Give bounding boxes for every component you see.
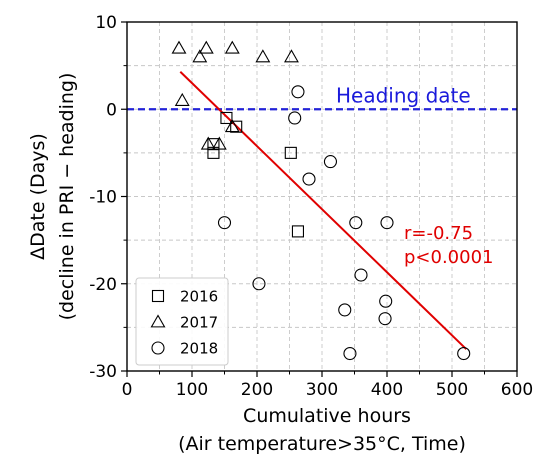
- point-2018: [288, 111, 302, 125]
- legend-marker-2017: [150, 314, 166, 328]
- y-axis-label: ΔDate (Days): [27, 133, 49, 260]
- y-tick-label: -20: [89, 275, 117, 295]
- point-2016: [220, 111, 233, 125]
- heading-date-label: Heading date: [336, 83, 471, 107]
- legend-box: [135, 277, 229, 366]
- point-2018: [323, 155, 338, 169]
- axis-ticks: 0 100 200 300 400 500 600 -30 -20 -10 0 10: [89, 13, 533, 400]
- legend-label-2017: 2017: [180, 314, 218, 332]
- point-2018: [291, 85, 305, 99]
- point-2018: [378, 312, 392, 326]
- x-tick-label: 0: [122, 380, 133, 400]
- x-tick-label: 100: [176, 380, 208, 400]
- point-2018: [380, 216, 394, 230]
- regression-line-segment: [179, 71, 467, 350]
- y-tick-label: 0: [106, 100, 117, 120]
- correlation-r-label: r=-0.75: [404, 223, 473, 244]
- x-axis-sublabel: (Air temperature>35°C, Time): [178, 433, 466, 455]
- regression-line: [179, 71, 467, 350]
- point-2017: [284, 49, 299, 63]
- point-2016: [207, 138, 220, 151]
- p-value-label: p<0.0001: [404, 247, 494, 268]
- x-tick-label: 200: [241, 380, 273, 400]
- point-2017: [255, 49, 271, 63]
- point-2017: [198, 40, 214, 54]
- point-2018: [338, 303, 352, 317]
- point-2017: [200, 136, 216, 150]
- point-2017: [211, 136, 227, 150]
- point-2016: [230, 120, 243, 133]
- point-2018: [379, 294, 393, 308]
- y-tick-label: 10: [95, 13, 117, 33]
- data-points: [171, 40, 471, 361]
- point-2018: [217, 216, 232, 230]
- legend-label-2016: 2016: [180, 288, 218, 306]
- point-2017: [171, 40, 187, 54]
- y-tick-label: -30: [89, 362, 117, 382]
- point-2016: [284, 146, 297, 159]
- legend-marker-2016: [151, 289, 165, 303]
- x-tick-label: 500: [436, 380, 468, 400]
- y-tick-label: -10: [89, 188, 117, 208]
- point-2017: [224, 119, 240, 133]
- point-2018: [457, 346, 471, 361]
- point-2018: [354, 268, 368, 282]
- x-tick-label: 400: [371, 380, 403, 400]
- point-2017: [192, 49, 208, 63]
- point-2016: [291, 225, 305, 238]
- legend-marker-2018: [151, 341, 165, 355]
- point-2018: [252, 277, 266, 291]
- point-2018: [302, 172, 316, 186]
- point-2017: [174, 92, 190, 106]
- legend-label-2018: 2018: [180, 340, 218, 358]
- x-tick-label: 300: [306, 380, 338, 400]
- y-axis-sublabel: (decline in PRI − heading): [56, 73, 78, 321]
- point-2018: [349, 216, 363, 230]
- x-axis-label: Cumulative hours: [243, 405, 411, 427]
- x-tick-label: 600: [501, 380, 533, 400]
- point-2017: [224, 40, 240, 54]
- legend: 2016 2017 2018: [135, 277, 229, 366]
- point-2018: [343, 346, 357, 361]
